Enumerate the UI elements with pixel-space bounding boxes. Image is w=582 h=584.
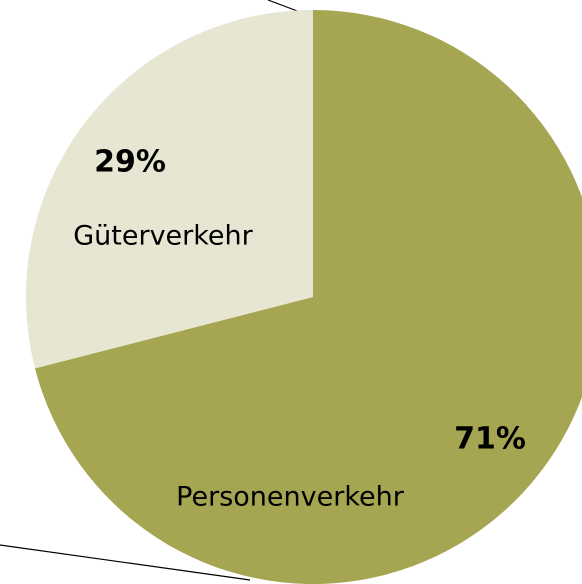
value-label: 29% [94,145,166,180]
pie-slice [25,10,313,369]
decor-line [0,544,251,581]
pie-slice [35,10,582,584]
value-label: 71% [454,422,526,457]
category-label: Personenverkehr [176,482,405,513]
decor-line [267,0,301,13]
category-label: Güterverkehr [73,221,253,252]
